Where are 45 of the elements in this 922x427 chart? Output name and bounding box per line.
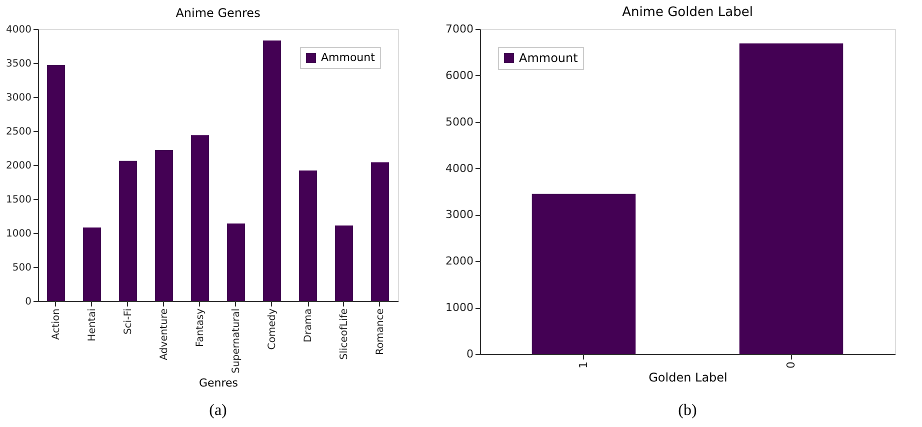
bar	[155, 150, 173, 301]
x-tick-label: Supernatural	[231, 308, 242, 374]
bar	[119, 160, 137, 301]
y-tick-label: 3000	[6, 92, 32, 104]
y-tick-label: 2500	[6, 126, 32, 138]
y-tick-label: 6000	[446, 68, 474, 82]
x-tick-label: Comedy	[267, 308, 278, 350]
x-tick-label: Hentai	[87, 308, 98, 342]
y-tick-label: 3500	[6, 58, 32, 70]
text: (b)	[678, 402, 697, 419]
y-tick-label: 5000	[446, 115, 474, 128]
x-tick-label: SliceofLife	[339, 308, 350, 360]
y-tick-label: 0	[25, 296, 32, 308]
bar	[83, 228, 101, 301]
y-tick-label: 4000	[446, 162, 474, 175]
bar	[227, 223, 245, 301]
x-tick-label: Drama	[303, 308, 314, 342]
y-tick-label: 3000	[446, 208, 474, 222]
bar	[191, 135, 209, 301]
x-tick-label: Sci-Fi	[123, 308, 134, 335]
y-tick-label: 2000	[6, 160, 32, 172]
chart-title: Anime Golden Label	[622, 5, 753, 20]
x-tick-label: Romance	[375, 308, 386, 355]
y-tick-label: 1500	[6, 194, 32, 206]
bar	[335, 226, 353, 301]
legend-label: Ammount	[519, 51, 578, 65]
x-axis-title: Genres	[198, 376, 238, 390]
y-tick-label: 1000	[6, 228, 32, 240]
y-tick-label: 4000	[6, 24, 32, 36]
y-tick-label: 7000	[446, 22, 474, 36]
bar	[299, 170, 317, 301]
bar	[47, 65, 65, 301]
y-tick-label: 1000	[446, 301, 474, 314]
x-tick-label: 1	[576, 362, 590, 368]
x-tick-label: Action	[51, 308, 62, 340]
y-tick-label: 2000	[446, 254, 474, 268]
chart-title: Anime Genres	[176, 6, 260, 20]
x-tick-label: Adventure	[159, 308, 170, 360]
text: (a)	[209, 402, 227, 419]
bar	[263, 40, 281, 301]
bar	[371, 162, 389, 301]
x-tick-label: Fantasy	[195, 308, 206, 347]
x-axis-title: Golden Label	[648, 370, 728, 384]
y-tick-label: 500	[12, 262, 32, 274]
legend-label: Ammount	[321, 51, 376, 64]
